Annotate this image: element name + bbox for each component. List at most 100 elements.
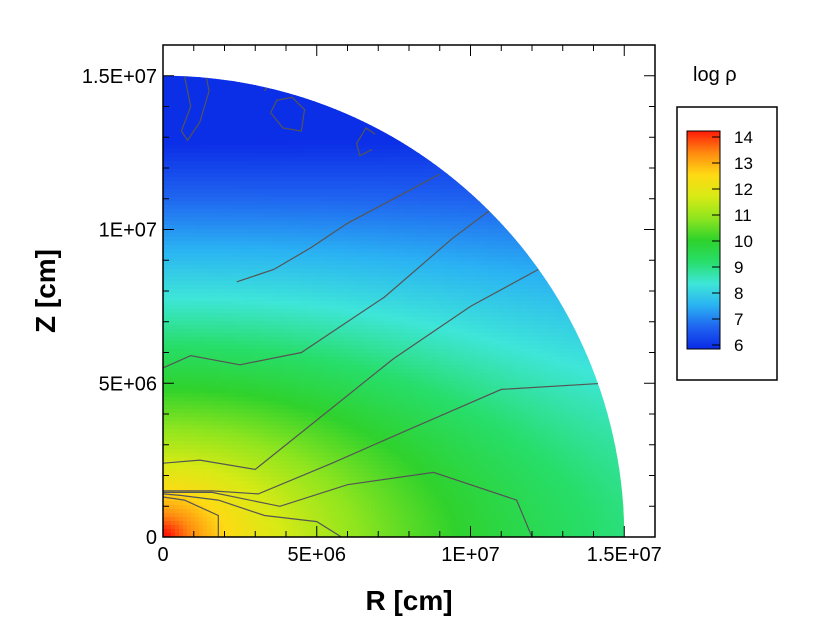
heatmap-cell	[499, 213, 504, 218]
heatmap-cell	[467, 197, 472, 202]
heatmap-cell	[287, 197, 292, 202]
heatmap-cell	[259, 97, 264, 102]
heatmap-cell	[259, 321, 264, 326]
heatmap-cell	[215, 305, 220, 310]
heatmap-cell	[291, 129, 296, 134]
heatmap-cell	[163, 75, 168, 78]
heatmap-cell	[247, 89, 252, 94]
heatmap-cell	[203, 81, 208, 86]
heatmap-cell	[315, 301, 320, 306]
heatmap-cell	[323, 137, 328, 142]
heatmap-cell	[263, 177, 268, 182]
heatmap-cell	[439, 225, 444, 230]
heatmap-cell	[307, 209, 312, 214]
heatmap-cell	[463, 257, 468, 262]
heatmap-cell	[275, 157, 280, 162]
heatmap-cell	[563, 309, 568, 314]
heatmap-cell	[283, 157, 288, 162]
heatmap-cell	[183, 193, 188, 198]
heatmap-cell	[171, 85, 176, 90]
heatmap-cell	[439, 257, 444, 262]
heatmap-cell	[247, 129, 252, 134]
heatmap-cell	[419, 249, 424, 254]
heatmap-cell	[363, 317, 368, 322]
heatmap-cell	[231, 93, 236, 98]
heatmap-cell	[239, 313, 244, 318]
heatmap-cell	[183, 169, 188, 174]
heatmap-cell	[515, 305, 520, 310]
heatmap-cell	[339, 157, 344, 162]
heatmap-cell	[195, 265, 200, 270]
heatmap-cell	[435, 233, 440, 238]
heatmap-cell	[415, 233, 420, 238]
heatmap-cell	[387, 245, 392, 250]
heatmap-cell	[199, 309, 204, 314]
heatmap-cell	[359, 285, 364, 290]
heatmap-cell	[511, 241, 516, 246]
heatmap-cell	[175, 313, 180, 318]
heatmap-cell	[179, 241, 184, 246]
heatmap-cell	[575, 317, 580, 322]
heatmap-cell	[215, 325, 220, 330]
heatmap-cell	[215, 309, 220, 314]
heatmap-cell	[327, 305, 332, 310]
heatmap-cell	[463, 269, 468, 274]
heatmap-cell	[435, 201, 440, 206]
heatmap-cell	[327, 165, 332, 170]
heatmap-cell	[419, 193, 424, 198]
heatmap-cell	[295, 89, 300, 94]
heatmap-cell	[347, 273, 352, 278]
heatmap-cell	[191, 113, 196, 118]
heatmap-cell	[167, 153, 172, 158]
heatmap-cell	[415, 141, 420, 146]
heatmap-cell	[439, 173, 444, 178]
heatmap-cell	[167, 93, 172, 98]
heatmap-cell	[343, 233, 348, 238]
heatmap-cell	[315, 249, 320, 254]
heatmap-cell	[283, 85, 288, 90]
heatmap-cell	[431, 273, 436, 278]
heatmap-cell	[227, 133, 232, 138]
heatmap-cell	[171, 205, 176, 210]
heatmap-cell	[183, 221, 188, 226]
heatmap-cell	[207, 229, 212, 234]
heatmap-cell	[183, 129, 188, 134]
heatmap-cell	[359, 165, 364, 170]
heatmap-cell	[191, 161, 196, 166]
heatmap-cell	[267, 229, 272, 234]
heatmap-cell	[263, 169, 268, 174]
heatmap-cell	[267, 321, 272, 326]
heatmap-cell	[179, 193, 184, 198]
heatmap-cell	[331, 317, 336, 322]
heatmap-cell	[175, 237, 180, 242]
heatmap-cell	[419, 289, 424, 294]
heatmap-cell	[383, 181, 388, 186]
heatmap-cell	[355, 297, 360, 302]
heatmap-cell	[327, 329, 332, 334]
heatmap-cell	[431, 201, 436, 206]
heatmap-cell	[399, 313, 404, 318]
heatmap-cell	[415, 317, 420, 322]
heatmap-cell	[331, 109, 336, 114]
heatmap-cell	[383, 261, 388, 266]
heatmap-cell	[423, 257, 428, 262]
heatmap-cell	[455, 181, 460, 186]
heatmap-cell	[291, 317, 296, 322]
heatmap-cell	[287, 213, 292, 218]
heatmap-cell	[291, 297, 296, 302]
heatmap-cell	[323, 257, 328, 262]
heatmap-cell	[195, 177, 200, 182]
heatmap-cell	[411, 201, 416, 206]
heatmap-cell	[511, 321, 516, 326]
heatmap-cell	[543, 269, 548, 274]
heatmap-cell	[299, 221, 304, 226]
heatmap-cell	[299, 181, 304, 186]
heatmap-cell	[271, 329, 276, 334]
heatmap-cell	[395, 313, 400, 318]
heatmap-cell	[355, 169, 360, 174]
heatmap-cell	[383, 217, 388, 222]
heatmap-cell	[307, 217, 312, 222]
heatmap-cell	[287, 109, 292, 114]
heatmap-cell	[423, 277, 428, 282]
heatmap-cell	[451, 213, 456, 218]
